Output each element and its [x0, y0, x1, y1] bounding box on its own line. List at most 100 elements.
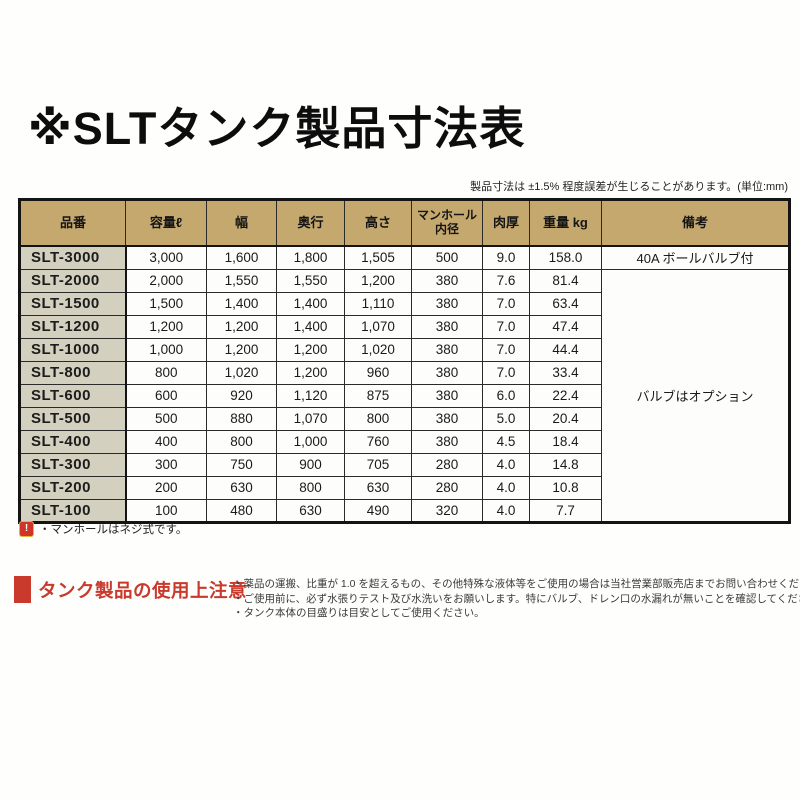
- cell-height: 960: [344, 360, 412, 385]
- cell-manhole: 380: [411, 337, 483, 362]
- usage-note-line: ・薬品の運搬、比重が 1.0 を超えるもの、その他特殊な液体等をご使用の場合は当…: [233, 578, 800, 590]
- cell-width: 1,200: [206, 337, 277, 362]
- cell-depth: 1,120: [276, 383, 345, 408]
- cell-model: SLT-300: [19, 452, 127, 477]
- header-row: 品番 容量ℓ 幅 奥行 高さ マンホール 内径 肉厚 重量 kg 備考: [19, 199, 790, 247]
- cell-weight: 81.4: [529, 268, 602, 293]
- manhole-note-text: ・マンホールはネジ式です。: [39, 524, 188, 536]
- cell-weight: 14.8: [529, 452, 602, 477]
- col-header-model: 品番: [19, 199, 126, 247]
- cell-capacity: 400: [125, 429, 207, 454]
- cell-manhole: 380: [411, 406, 483, 431]
- cell-depth: 1,800: [276, 245, 345, 270]
- cell-thickness: 7.0: [482, 314, 530, 339]
- cell-model: SLT-500: [19, 406, 127, 431]
- col-header-depth: 奥行: [276, 199, 345, 247]
- cell-model: SLT-1500: [19, 291, 127, 316]
- col-header-remark: 備考: [601, 199, 790, 247]
- manhole-note: ! ・マンホールはネジ式です。: [19, 521, 187, 537]
- cell-model: SLT-200: [19, 475, 127, 500]
- cell-height: 1,200: [344, 268, 412, 293]
- cell-manhole: 380: [411, 291, 483, 316]
- col-header-width: 幅: [206, 199, 277, 247]
- cell-width: 480: [206, 498, 277, 523]
- col-header-weight: 重量 kg: [529, 199, 602, 247]
- cell-capacity: 100: [125, 498, 207, 523]
- cell-model: SLT-100: [19, 498, 127, 523]
- cell-capacity: 3,000: [125, 245, 207, 270]
- table-row: SLT-500 500 880 1,070 800 380 5.0 20.4: [19, 406, 790, 431]
- cell-manhole: 280: [411, 452, 483, 477]
- cell-manhole: 500: [411, 245, 483, 270]
- cell-capacity: 500: [125, 406, 207, 431]
- cell-height: 1,505: [344, 245, 412, 270]
- cell-thickness: 7.0: [482, 360, 530, 385]
- col-header-height: 高さ: [344, 199, 412, 247]
- cell-manhole: 380: [411, 360, 483, 385]
- cell-remark: 40A ボールバルブ付: [601, 245, 790, 270]
- cell-capacity: 1,500: [125, 291, 207, 316]
- cell-weight: 63.4: [529, 291, 602, 316]
- cell-width: 1,400: [206, 291, 277, 316]
- caution-label: タンク製品の使用上注意: [38, 579, 248, 601]
- alert-icon: !: [19, 521, 34, 537]
- cell-thickness: 7.0: [482, 337, 530, 362]
- cell-capacity: 300: [125, 452, 207, 477]
- cell-depth: 1,400: [276, 291, 345, 316]
- cell-manhole: 380: [411, 383, 483, 408]
- cell-weight: 158.0: [529, 245, 602, 270]
- cell-height: 800: [344, 406, 412, 431]
- table-row: SLT-400 400 800 1,000 760 380 4.5 18.4: [19, 429, 790, 454]
- cell-thickness: 6.0: [482, 383, 530, 408]
- cell-thickness: 7.0: [482, 291, 530, 316]
- col-header-thickness: 肉厚: [482, 199, 530, 247]
- cell-width: 630: [206, 475, 277, 500]
- cell-manhole: 380: [411, 429, 483, 454]
- cell-weight: 47.4: [529, 314, 602, 339]
- cell-thickness: 4.5: [482, 429, 530, 454]
- cell-depth: 900: [276, 452, 345, 477]
- usage-note-line: ・ご使用前に、必ず水張りテスト及び水洗いをお願いします。特にバルブ、ドレン口の水…: [233, 592, 800, 605]
- table-row: SLT-100 100 480 630 490 320 4.0 7.7: [19, 498, 790, 523]
- table-row: SLT-1500 1,500 1,400 1,400 1,110 380 7.0…: [19, 291, 790, 316]
- cell-depth: 630: [276, 498, 345, 523]
- cell-capacity: 2,000: [125, 268, 207, 293]
- col-header-capacity: 容量ℓ: [125, 199, 207, 247]
- cell-thickness: 4.0: [482, 475, 530, 500]
- cell-weight: 44.4: [529, 337, 602, 362]
- cell-thickness: 4.0: [482, 452, 530, 477]
- cell-model: SLT-2000: [19, 268, 127, 293]
- col-header-manhole-line2: 内径: [434, 222, 459, 236]
- cell-width: 880: [206, 406, 277, 431]
- cell-depth: 1,200: [276, 360, 345, 385]
- cell-width: 1,600: [206, 245, 277, 270]
- table-row: SLT-300 300 750 900 705 280 4.0 14.8: [19, 452, 790, 477]
- cell-depth: 1,070: [276, 406, 345, 431]
- cell-depth: 800: [276, 475, 345, 500]
- table-row: SLT-1000 1,000 1,200 1,200 1,020 380 7.0…: [19, 337, 790, 362]
- cell-weight: 20.4: [529, 406, 602, 431]
- cell-model: SLT-600: [19, 383, 127, 408]
- cell-weight: 33.4: [529, 360, 602, 385]
- cell-capacity: 200: [125, 475, 207, 500]
- cell-capacity: 1,000: [125, 337, 207, 362]
- cell-capacity: 1,200: [125, 314, 207, 339]
- red-square-marker-icon: [14, 576, 31, 603]
- cell-height: 705: [344, 452, 412, 477]
- cell-width: 1,550: [206, 268, 277, 293]
- cell-model: SLT-1200: [19, 314, 127, 339]
- cell-capacity: 800: [125, 360, 207, 385]
- page-title: ※SLTタンク製品寸法表: [28, 103, 526, 154]
- cell-model: SLT-800: [19, 360, 127, 385]
- cell-thickness: 7.6: [482, 268, 530, 293]
- cell-manhole: 380: [411, 314, 483, 339]
- usage-notes: ・薬品の運搬、比重が 1.0 を超えるもの、その他特殊な液体等をご使用の場合は当…: [233, 577, 800, 621]
- cell-model: SLT-1000: [19, 337, 127, 362]
- cell-model: SLT-400: [19, 429, 127, 454]
- cell-manhole: 280: [411, 475, 483, 500]
- cell-width: 920: [206, 383, 277, 408]
- cell-model: SLT-3000: [19, 245, 127, 270]
- cell-height: 1,020: [344, 337, 412, 362]
- caution-heading: タンク製品の使用上注意: [14, 576, 247, 603]
